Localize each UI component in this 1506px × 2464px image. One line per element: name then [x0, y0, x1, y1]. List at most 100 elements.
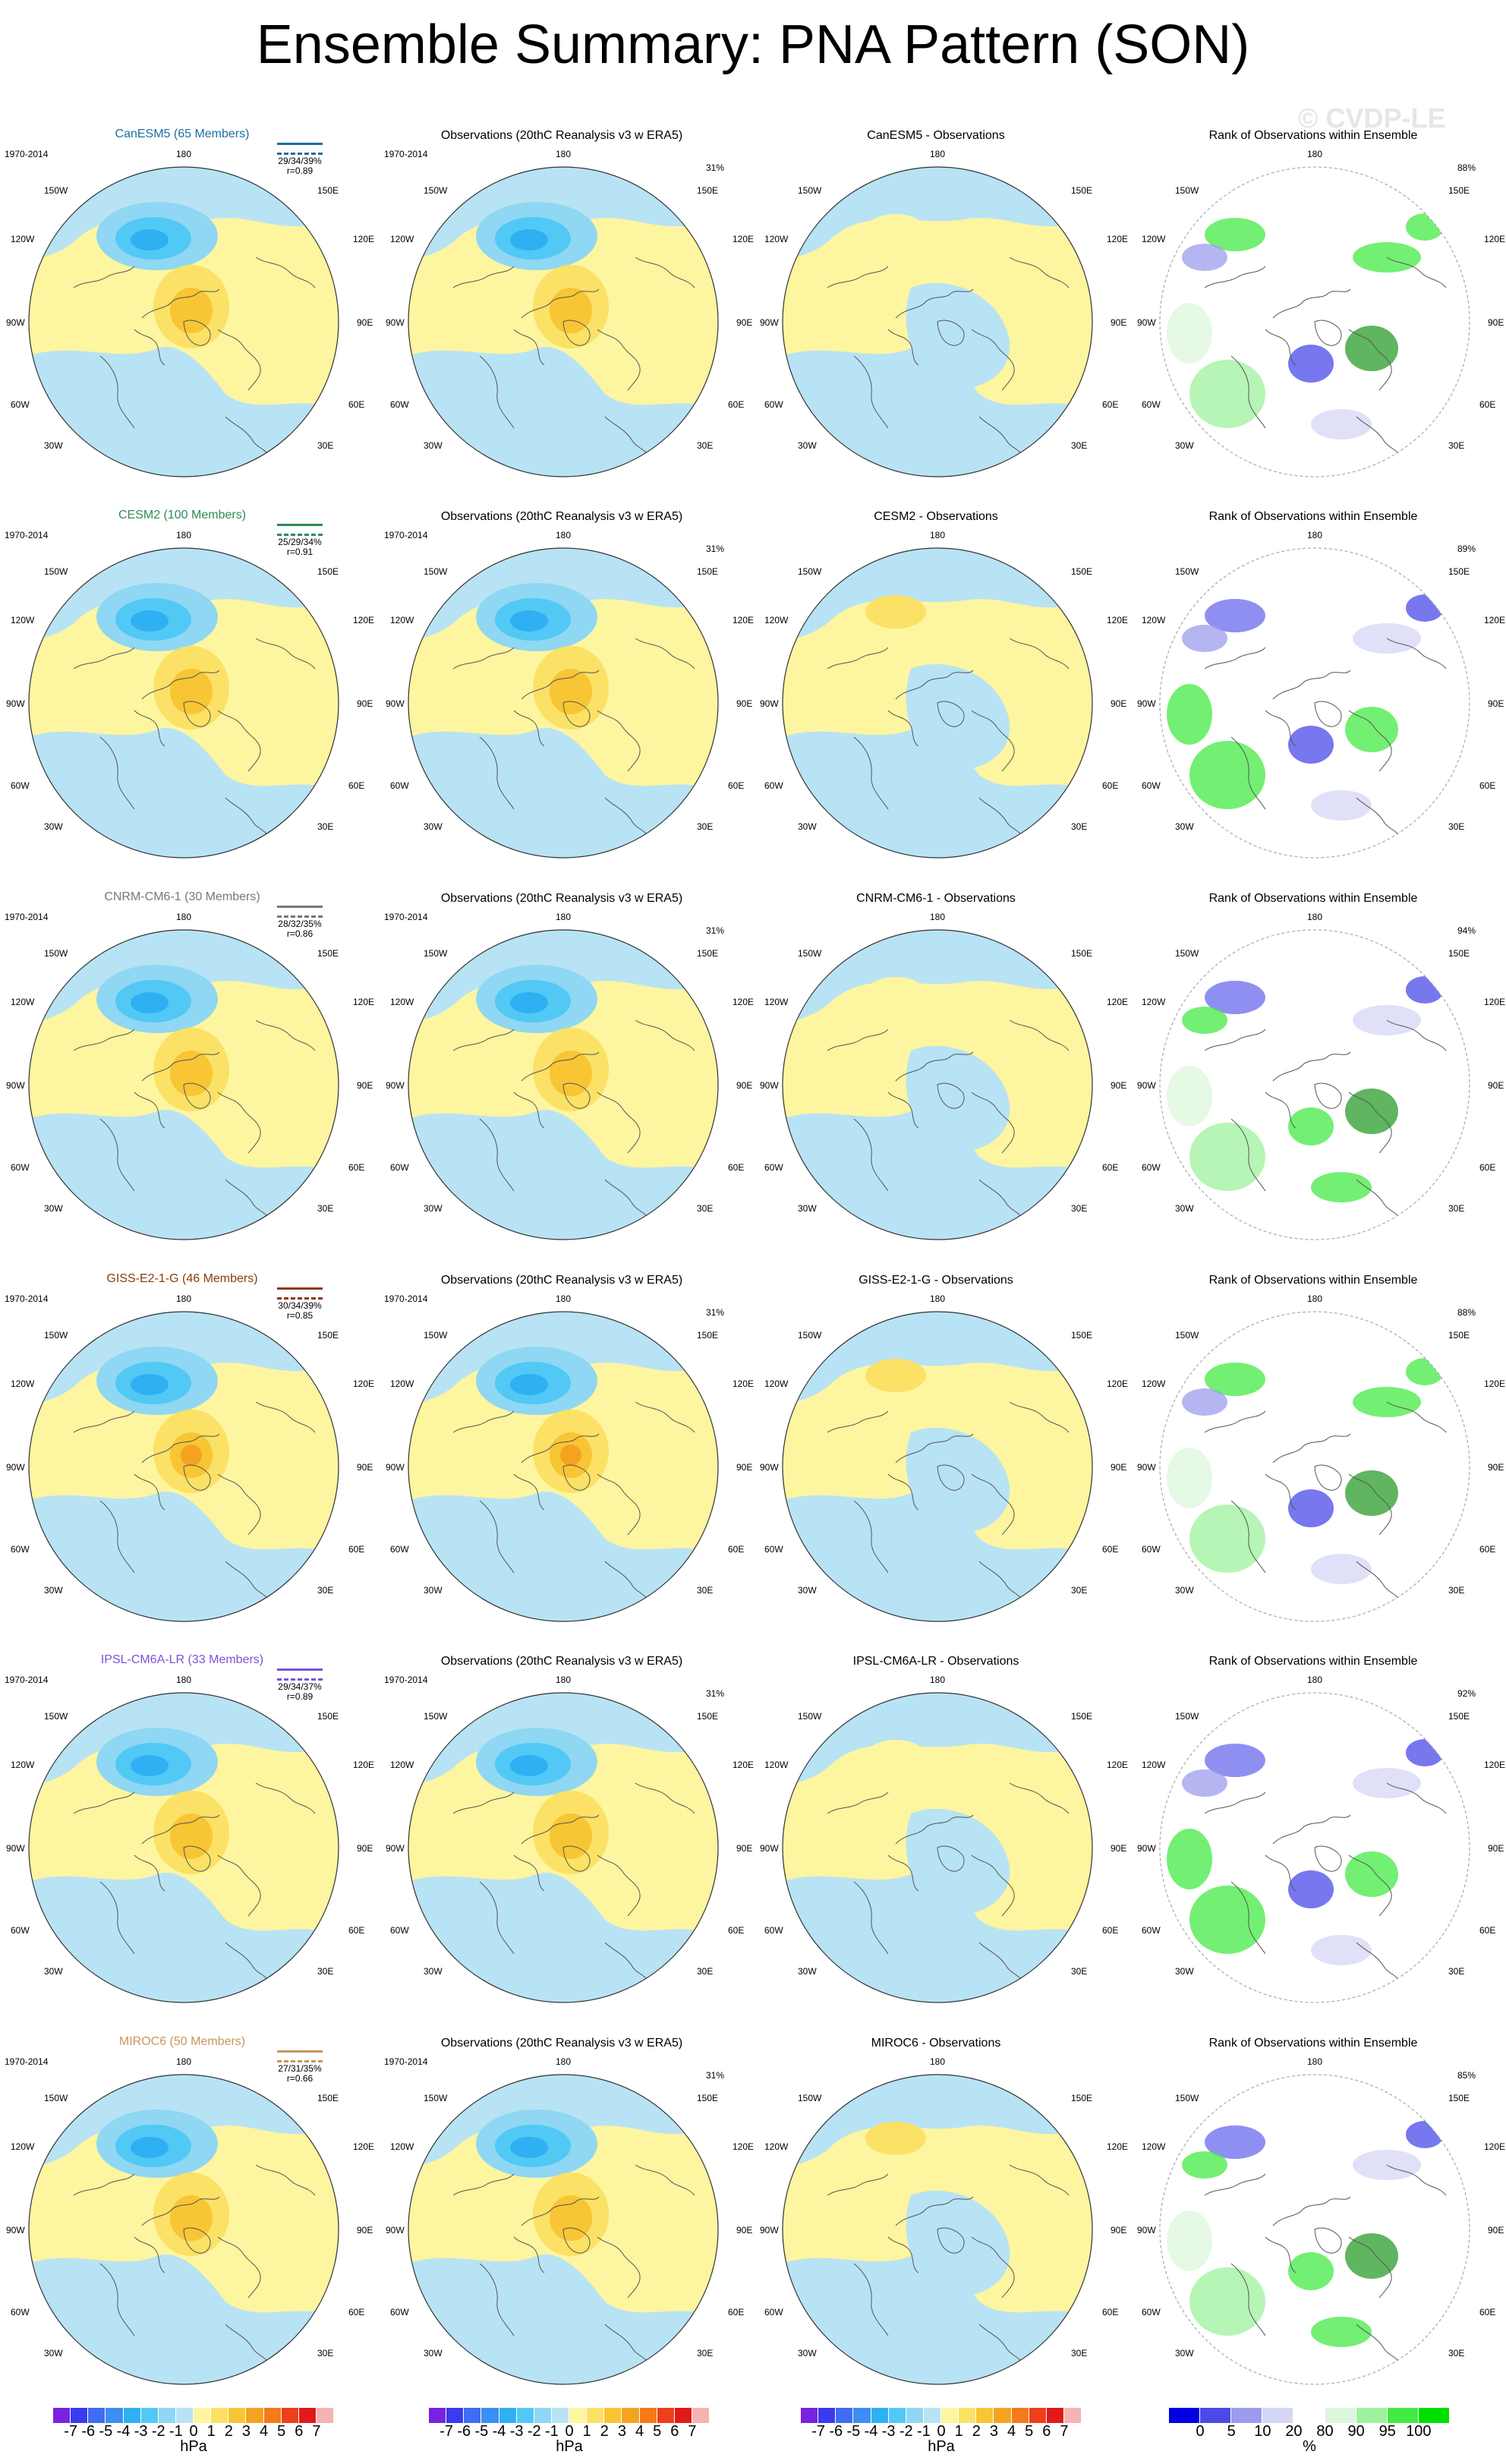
longitude-label: 30W [1175, 821, 1194, 832]
stats-values: 27/31/35% [278, 2063, 322, 2074]
coastline [73, 1029, 135, 1051]
rank-patch [1182, 244, 1227, 271]
period-label: 1970-2014 [5, 1675, 49, 1685]
stats-values: 29/34/39% [278, 156, 322, 166]
coastline [183, 2227, 211, 2254]
colorbar-swatch [888, 2408, 906, 2423]
panel-title: CNRM-CM6-1 (30 Members) [104, 890, 260, 903]
positive-anomaly-core [865, 1740, 926, 1773]
panel-title: GISS-E2-1-G - Observations [859, 1274, 1013, 1287]
colorbar-swatches [53, 2408, 334, 2423]
rank-patch [1311, 2317, 1372, 2347]
longitude-label: 60W [11, 399, 30, 410]
coastline [513, 329, 545, 366]
negative-anomaly-core [131, 992, 169, 1013]
coastline [225, 1179, 270, 1220]
coastline [134, 1854, 165, 1892]
longitude-label: 30W [1175, 2348, 1194, 2358]
colorbar-swatch [976, 2408, 994, 2423]
longitude-label: 120W [390, 997, 414, 1007]
colorbar-swatch [923, 2408, 941, 2423]
colorbar-tick-label: -6 [457, 2423, 471, 2440]
coastline [141, 670, 220, 700]
longitude-label: 180 [556, 530, 572, 540]
negative-anomaly-region [408, 2254, 718, 2384]
longitude-label: 60W [11, 1162, 30, 1173]
colorbar-unit: % [1303, 2438, 1316, 2455]
diff-panel: MIROC6 - Observations 180 150E 120E 90E 60E 30… [754, 2029, 1128, 2409]
rank-panel: Rank of Observations within Ensemble 94% 1… [1131, 884, 1505, 1264]
colorbar-swatch [246, 2408, 264, 2423]
polar-map [408, 547, 719, 859]
rank-patch [1406, 594, 1444, 622]
rank-patch [1167, 1448, 1212, 1508]
coastline [255, 1782, 316, 1814]
polar-map [782, 929, 1093, 1240]
coastline [1272, 288, 1351, 319]
rank-panel: Rank of Observations within Ensemble 88% 1… [1131, 121, 1505, 501]
coastline [827, 1791, 889, 1814]
coastline [978, 1942, 1024, 1983]
page-title: Ensemble Summary: PNA Pattern (SON) [256, 14, 1250, 75]
longitude-label: 150E [1071, 566, 1093, 577]
pattern-percent: 31% [705, 925, 724, 936]
longitude-label: 120W [1142, 1760, 1166, 1770]
longitude-label: 60W [11, 1544, 30, 1555]
positive-anomaly-core [865, 595, 926, 629]
diff-panel: GISS-E2-1-G - Observations 180 150E 120E 90E… [754, 1266, 1128, 1646]
colorbar-swatch [158, 2408, 176, 2423]
longitude-label: 120E [353, 615, 375, 625]
panel-title: Observations (20thC Reanalysis v3 w ERA5… [440, 892, 683, 905]
coastline [604, 1179, 650, 1220]
panel-title: CanESM5 - Observations [867, 129, 1005, 142]
coastline [1356, 1561, 1401, 1602]
rank-patch [1167, 1066, 1212, 1126]
longitude-label: 30W [424, 1966, 443, 1977]
colorbar-tick-label: 5 [277, 2423, 286, 2440]
ensemble-stats: 30/34/39% r=0.85 [266, 1287, 334, 1321]
longitude-label: 150W [1175, 185, 1199, 196]
rank-patch [1288, 1489, 1334, 1527]
colorbar-swatch [446, 2408, 465, 2423]
obs-panel: Observations (20thC Reanalysis v3 w ERA5… [380, 1647, 754, 2027]
rank-patch [1345, 2233, 1398, 2279]
coastline [1356, 797, 1401, 838]
coastline [134, 1092, 165, 1129]
colorbar-swatch [906, 2408, 924, 2423]
colorbar-swatch [818, 2408, 836, 2423]
coastline [183, 701, 211, 727]
coastline [971, 2236, 1015, 2299]
longitude-label: 60W [390, 399, 409, 410]
colorbar-labels: -7 -6 -5 -4 -3 -2 -1 0 1 2 3 4 5 6 7 [801, 2423, 1082, 2440]
longitude-label: 180 [556, 912, 572, 922]
rank-panel: Rank of Observations within Ensemble 88% 1… [1131, 1266, 1505, 1646]
pattern-correlation: r=0.89 [286, 165, 313, 176]
coastline [479, 355, 515, 429]
coastline [1272, 1433, 1351, 1464]
colorbar-tick-label: 6 [1042, 2423, 1051, 2440]
coastline [1348, 1092, 1392, 1154]
pattern-percent: 31% [705, 2070, 724, 2081]
longitude-label: 30E [317, 440, 334, 451]
coastline [895, 1051, 974, 1082]
colorbar-swatch [263, 2408, 282, 2423]
longitude-label: 90W [386, 1462, 405, 1473]
longitude-label: 30E [317, 821, 334, 832]
map-boundary [408, 1692, 719, 2003]
longitude-label: 120W [764, 997, 789, 1007]
positive-anomaly-contour [170, 1051, 213, 1096]
coastline [99, 2263, 135, 2336]
negative-anomaly-region [408, 1492, 718, 1621]
map-boundary [28, 2074, 339, 2385]
longitude-label: 90E [1488, 317, 1504, 328]
period-label: 1970-2014 [384, 1293, 428, 1304]
coastline [937, 1845, 965, 1872]
pattern-percent: 31% [705, 544, 724, 554]
polar-map [782, 166, 1093, 477]
coastline [134, 1473, 165, 1511]
negative-anomaly-region [783, 930, 1092, 1043]
negative-anomaly-region [408, 930, 718, 1043]
colorbar-swatch [481, 2408, 499, 2423]
coastline [1348, 1854, 1392, 1917]
colorbar-labels: -7 -6 -5 -4 -3 -2 -1 0 1 2 3 4 5 6 7 [53, 2423, 334, 2440]
